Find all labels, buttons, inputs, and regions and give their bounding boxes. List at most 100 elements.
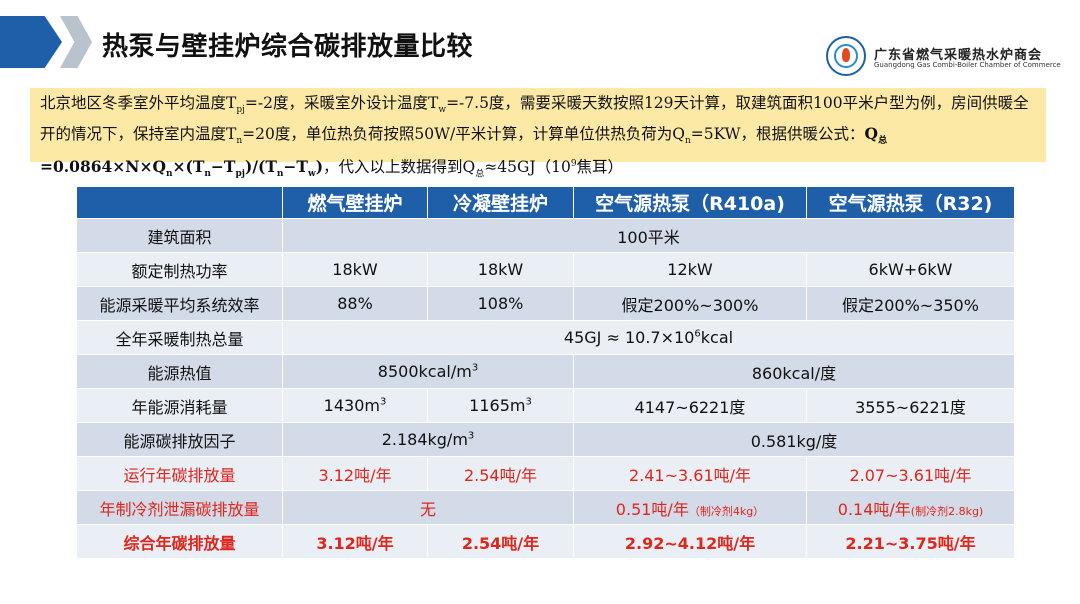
column-header [76,186,283,219]
formula-subscript: n [276,169,284,180]
table-row: 年能源消耗量 1430m3 1165m3 4147~6221度 3555~622… [76,388,1015,423]
table-cell: 无 [282,490,574,525]
table-cell: 假定200%~300% [573,286,807,321]
note-text: =5KW，根据供暖公式： [690,125,865,144]
table-row: 年制冷剂泄漏碳排放量 无 0.51吨/年（制冷剂4kg） 0.14吨/年(制冷剂… [76,490,1015,525]
formula-subscript: n [204,169,211,180]
table-cell: 1430m3 [282,388,428,423]
chamber-logo-icon [826,36,866,76]
table-cell: 2.92~4.12吨/年 [573,524,807,559]
cell-superscript: 3 [467,430,475,442]
note-subscript: 总 [475,169,485,180]
note-subscript: n [684,136,691,147]
formula-part: −T [210,157,236,177]
row-label: 综合年碳排放量 [76,524,283,559]
table-cell: 45GJ ≈ 10.7×106kcal [282,320,1015,355]
cell-text: 0.14吨/年 [837,499,911,519]
note-text: ，代入以上数据得到Q [323,158,476,177]
row-label: 能源热值 [76,354,283,389]
table-cell: 2.21~3.75吨/年 [806,524,1015,559]
formula-part: )/(T [245,157,277,177]
table-row: 额定制热功率 18kW 18kW 12kW 6kW+6kW [76,252,1015,287]
row-label: 额定制热功率 [76,252,283,287]
heating-formula: Q总=0.0864×N×Qn×(Tn−Tpj)/(Tn−Tw) [40,124,888,180]
table-cell: 0.581kg/度 [573,422,1015,457]
table-row: 运行年碳排放量 3.12吨/年 2.54吨/年 2.41~3.61吨/年 2.0… [76,456,1015,491]
table-cell: 3.12吨/年 [282,524,428,559]
table-cell: 0.51吨/年（制冷剂4kg） [573,490,807,525]
note-text: 北京地区冬季室外平均温度T [40,94,237,112]
table-cell: 860kcal/度 [573,354,1015,389]
formula-subscript: pj [235,169,245,180]
table-cell: 100平米 [282,218,1015,253]
formula-part: ×(T [172,157,205,177]
table-cell: 108% [427,286,574,321]
row-label: 年制冷剂泄漏碳排放量 [76,490,283,525]
formula-part: ) [315,157,324,177]
note-superscript: 9 [570,159,577,170]
note-text: 焦耳） [576,158,624,177]
cell-note: (制冷剂2.8kg) [910,504,984,518]
org-name-en: Guangdong Gas Combi-Boiler Chamber of Co… [874,61,1061,69]
org-name-cn: 广东省燃气采暖热水炉商会 [874,48,1043,63]
table-cell: 2.54吨/年 [427,456,574,491]
note-text: =20度，单位热负荷按照50W/平米计算，计算单位供热负荷为Q [242,125,685,144]
table-cell: 3.12吨/年 [282,456,428,491]
table-row: 能源热值 8500kcal/m3 860kcal/度 [76,354,1015,389]
cell-superscript: 3 [379,396,387,408]
note-text: ≈45GJ（10 [484,158,571,177]
table-cell: 2.184kg/m3 [282,422,574,457]
column-header: 燃气壁挂炉 [282,186,428,219]
table-cell: 1165m3 [427,388,574,423]
note-subscript: w [438,105,447,116]
cell-text: 1430m [323,396,380,415]
cell-text: 1165m [469,396,526,415]
formula-part: Q [864,124,879,144]
header-chevron-primary [0,16,62,68]
comparison-table: 燃气壁挂炉 冷凝壁挂炉 空气源热泵（R410a) 空气源热泵（R32) 建筑面积… [76,186,1015,559]
page-title: 热泵与壁挂炉综合碳排放量比较 [102,32,474,62]
cell-text: 8500kcal/m [377,362,472,381]
row-label: 年能源消耗量 [76,388,283,423]
note-subscript: n [236,136,243,147]
column-header: 空气源热泵（R410a) [573,186,807,219]
calculation-note: 北京地区冬季室外平均温度Tpj=-2度，采暖室外设计温度Tw=-7.5度，需要采… [30,88,1046,179]
table-cell: 2.54吨/年 [427,524,574,559]
table-cell: 0.14吨/年(制冷剂2.8kg) [806,490,1015,525]
header-chevron-secondary [60,16,92,68]
table-cell: 4147~6221度 [573,388,807,423]
formula-part: −T [283,157,308,177]
cell-text: 0.51吨/年 [615,499,689,519]
formula-subscript: 总 [878,136,888,147]
cell-text: kcal [700,328,734,347]
table-header-row: 燃气壁挂炉 冷凝壁挂炉 空气源热泵（R410a) 空气源热泵（R32) [76,186,1015,219]
cell-superscript: 3 [525,396,532,408]
formula-subscript: n [165,169,173,180]
table-row: 能源采暖平均系统效率 88% 108% 假定200%~300% 假定200%~3… [76,286,1015,321]
column-header: 空气源热泵（R32) [806,186,1015,219]
note-subscript: pj [236,105,245,116]
row-label: 能源采暖平均系统效率 [76,286,283,321]
table-cell: 18kW [282,252,428,287]
row-label: 能源碳排放因子 [76,422,283,457]
row-label: 运行年碳排放量 [76,456,283,491]
table-cell: 2.41~3.61吨/年 [573,456,807,491]
cell-superscript: 6 [694,328,701,340]
note-text: =-2度，采暖室外设计温度T [244,94,439,112]
formula-part: =0.0864×N×Q [40,157,166,177]
cell-text: 45GJ ≈ 10.7×10 [563,328,695,347]
cell-text: 2.184kg/m [381,430,468,449]
note-text: =-7.5度，需要采暖天数按照129天计算，取建筑面积100平米户型为例，房间供… [40,94,1029,144]
formula-subscript: w [307,169,316,180]
row-label: 全年采暖制热总量 [76,320,283,355]
table-cell: 6kW+6kW [806,252,1015,287]
table-cell: 3555~6221度 [806,388,1015,423]
cell-note: （制冷剂4kg） [688,504,765,518]
table-cell: 88% [282,286,428,321]
cell-superscript: 3 [471,362,479,374]
row-label: 建筑面积 [76,218,283,253]
table-cell: 假定200%~350% [806,286,1015,321]
table-row: 能源碳排放因子 2.184kg/m3 0.581kg/度 [76,422,1015,457]
table-cell: 12kW [573,252,807,287]
table-cell: 2.07~3.61吨/年 [806,456,1015,491]
